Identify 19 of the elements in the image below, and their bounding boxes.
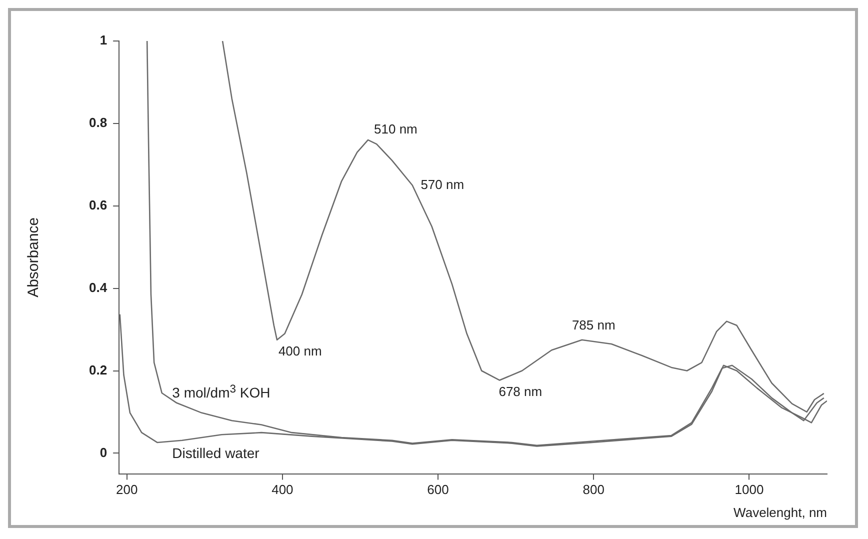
annotation: 510 nm [374,122,418,137]
y-tick-label: 0.6 [88,197,108,212]
x-tick-label: 1000 [734,482,764,498]
y-tick-label: 1 [100,32,108,48]
x-axis-title: Wavelenght, nm [734,504,827,520]
annotation: 785 nm [572,317,616,332]
x-tick-label: 400 [272,482,294,498]
annotation: 678 nm [498,384,542,399]
annotation: 400 nm [278,343,322,358]
x-tick-label: 200 [116,482,138,498]
y-tick-label: 0 [100,444,108,460]
x-tick-label: 600 [427,482,449,498]
y-tick-label: 0.4 [88,280,108,295]
x-tick-label: 800 [582,482,604,498]
y-tick-label: 0.2 [88,362,108,378]
series-label: Distilled water [172,445,260,462]
y-axis-title: Absorbance [25,217,42,298]
y-tick-label: 0.8 [88,115,108,130]
annotation: 570 nm [420,176,464,192]
